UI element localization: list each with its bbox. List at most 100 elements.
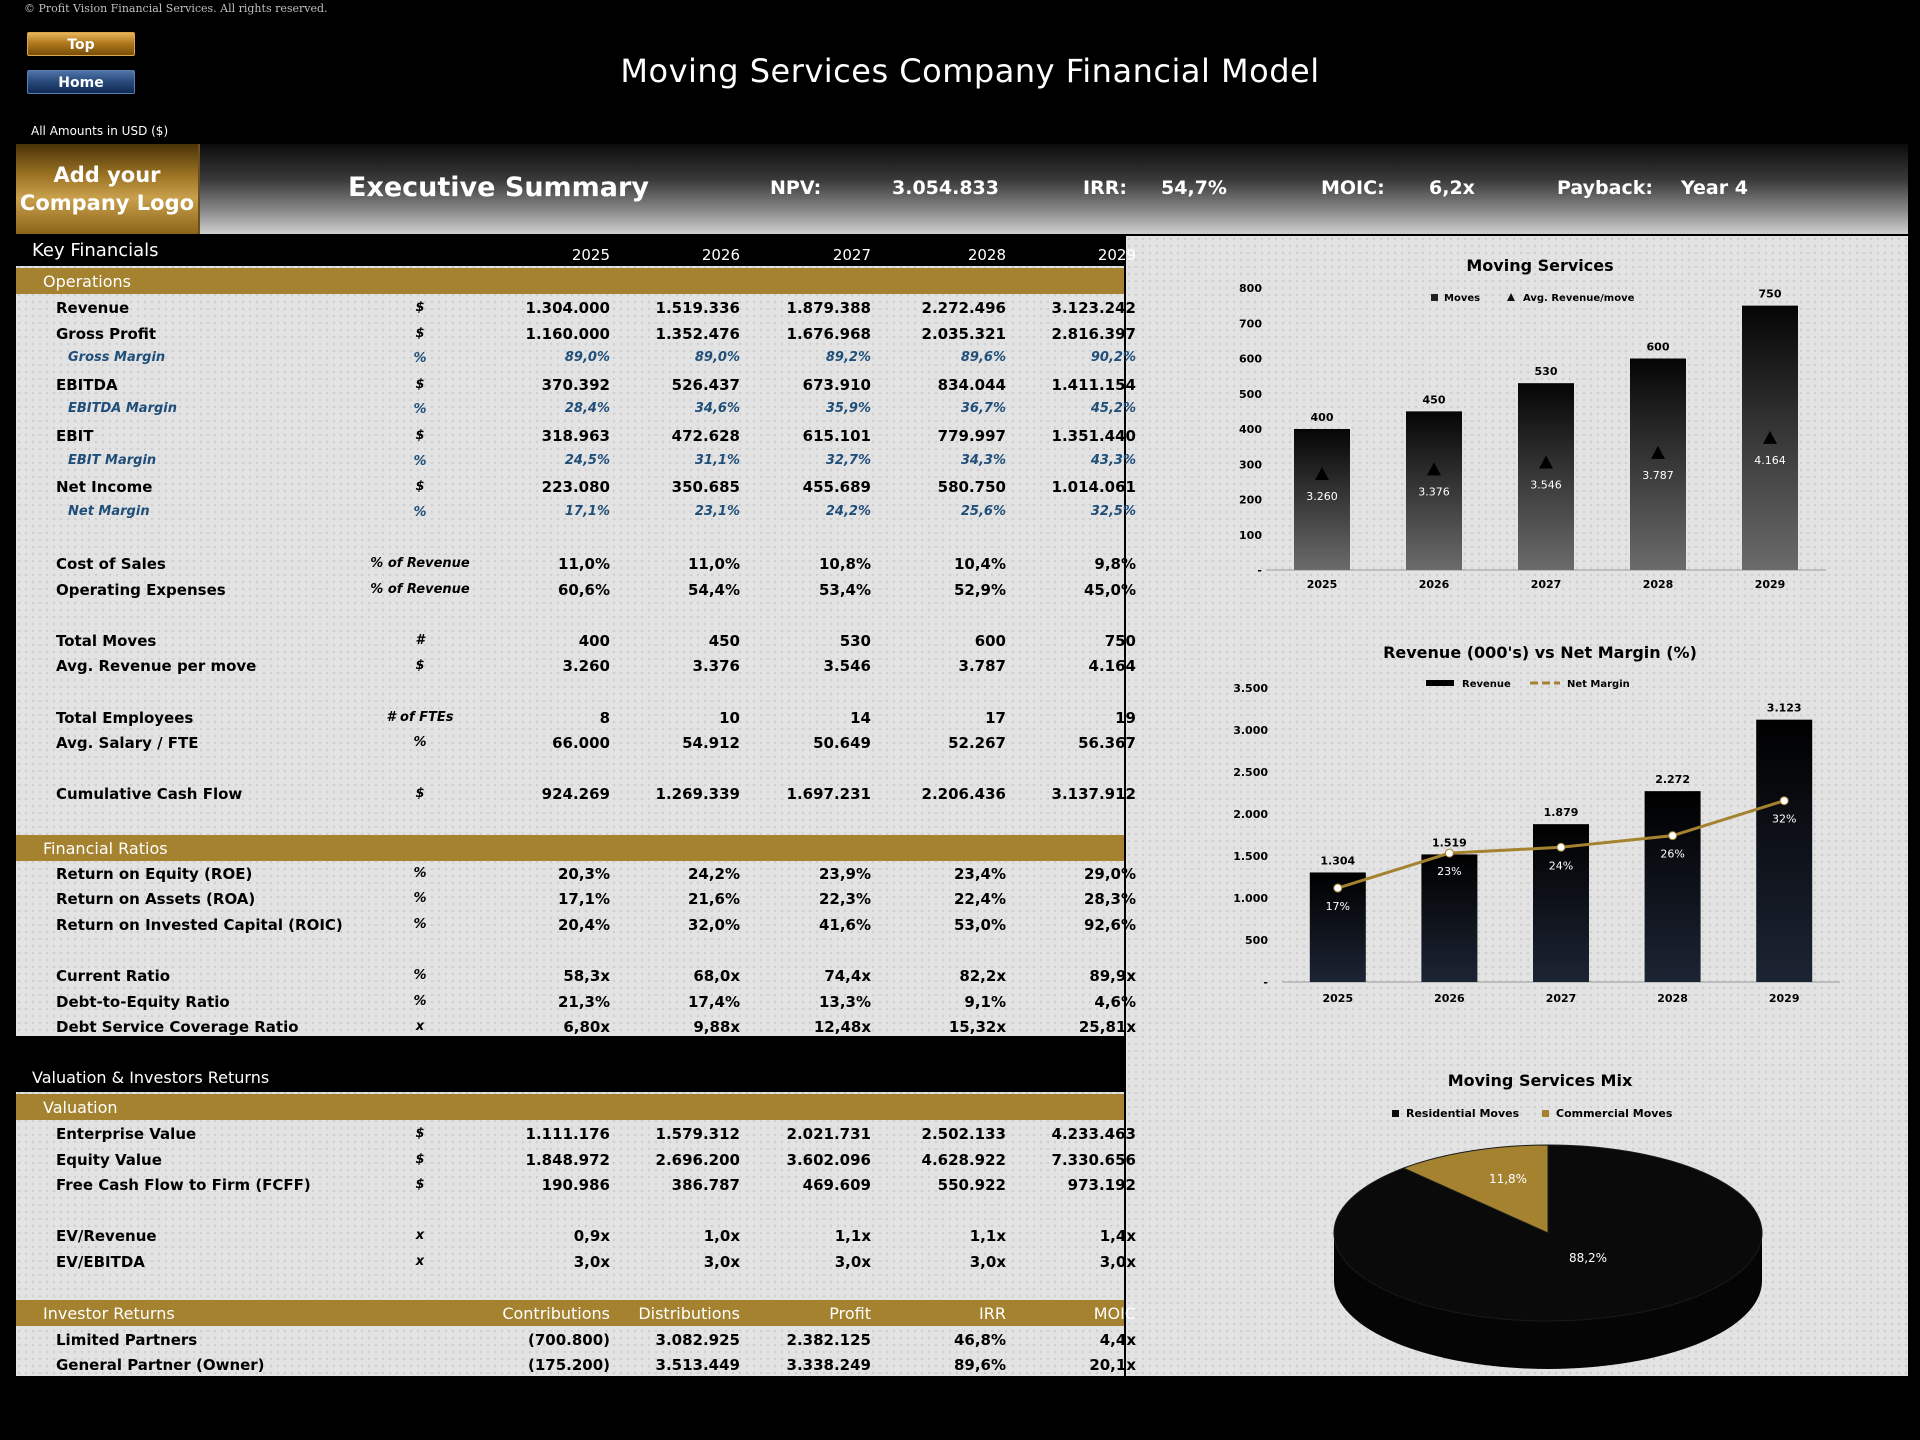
row-value: 10,8% (818, 555, 871, 573)
row-value: 36,7% (960, 401, 1006, 417)
y-tick-label: 300 (1239, 458, 1262, 471)
row-label: Debt Service Coverage Ratio (56, 1018, 299, 1037)
row-label: General Partner (Owner) (56, 1356, 265, 1374)
table-row: Limited Partners (700.800) 3.082.925 2.382.… (16, 1327, 1136, 1353)
row-value: 17,4% (687, 992, 740, 1011)
row-value: 22,3% (818, 890, 871, 909)
moic-value: 6,2x (1429, 177, 1475, 199)
row-label: Operating Expenses (56, 580, 226, 599)
company-logo-placeholder[interactable]: Add your Company Logo (16, 144, 200, 234)
row-unit: # (415, 632, 425, 648)
row-value: 89,9x (1089, 967, 1136, 985)
table-row: Equity Value $1.848.972 2.696.200 3.602.096… (16, 1147, 1136, 1173)
row-value: 28,4% (564, 401, 610, 417)
row-unit: % of Revenue (370, 581, 470, 597)
y-tick-label: 2.500 (1233, 766, 1268, 779)
table-row: Revenue $1.304.000 1.519.336 1.879.388 2.272… (16, 295, 1136, 321)
avg-revenue-marker (1763, 430, 1777, 444)
row-value: 3.123.242 (1051, 299, 1136, 317)
row-value: 22,4% (953, 890, 1006, 909)
row-value: 1.111.176 (525, 1125, 610, 1143)
row-value: 53,0% (953, 915, 1006, 934)
net-margin-label: 24% (1549, 859, 1573, 872)
row-value: 3,0x (1099, 1253, 1136, 1271)
row-value: 43,3% (1090, 452, 1136, 468)
year-header: 2029 (1097, 246, 1136, 264)
row-unit: % (413, 865, 427, 881)
row-unit: $ (415, 1126, 425, 1141)
operations-section: Operations (16, 268, 1124, 294)
bar-moves (1630, 358, 1686, 570)
pie-depth (1334, 1233, 1762, 1369)
row-value: 82,2x (959, 967, 1006, 985)
row-unit: % (413, 351, 427, 367)
row-value: 3.513.449 (655, 1356, 740, 1374)
bar-label-moves: 400 (1311, 411, 1334, 424)
row-value: 4.164 (1088, 657, 1136, 676)
row-label: Cost of Sales (56, 555, 166, 573)
avg-revenue-label: 3.260 (1306, 490, 1338, 503)
legend-commercial: Commercial Moves (1556, 1107, 1673, 1120)
valuation-title: Valuation & Investors Returns (32, 1068, 270, 1087)
row-value: 580.750 (937, 478, 1006, 497)
row-value: 89,6% (953, 1356, 1006, 1374)
row-value: 13,3% (818, 992, 871, 1011)
row-unit: # of FTEs (386, 709, 454, 725)
legend-moves-swatch (1431, 294, 1438, 301)
avg-revenue-marker (1651, 445, 1665, 459)
row-label: Limited Partners (56, 1331, 198, 1349)
top-button[interactable]: Top (27, 32, 135, 56)
table-row: EBITDA $370.392 526.437 673.910 834.044 1.411… (16, 372, 1136, 398)
row-value: 34,6% (694, 401, 740, 417)
row-label: EBITDA Margin (68, 401, 178, 417)
row-value: 4.233.463 (1051, 1125, 1136, 1143)
investor-returns-label: Investor Returns (43, 1304, 175, 1323)
x-tick-label: 2026 (1434, 992, 1465, 1005)
x-tick-label: 2027 (1531, 578, 1562, 591)
home-button[interactable]: Home (27, 70, 135, 94)
y-tick-label: 3.000 (1233, 724, 1268, 737)
row-value: 1,4x (1099, 1227, 1136, 1246)
row-value: 1.848.972 (525, 1150, 610, 1169)
row-label: Gross Profit (56, 324, 157, 343)
revenue-margin-chart: 3.500 3.000 2.500 2.000 1.500 1.000 500 - Revenu… (1233, 679, 1840, 1005)
row-value: 455.689 (802, 478, 871, 497)
row-value: 3.338.249 (786, 1356, 871, 1374)
row-value: 2.382.125 (786, 1331, 871, 1349)
row-value: 2.816.397 (1051, 324, 1136, 343)
row-unit: x (415, 1228, 425, 1244)
avg-revenue-label: 4.164 (1754, 454, 1786, 467)
row-value: 20,3% (557, 864, 610, 883)
row-value: 3.376 (692, 657, 740, 676)
row-value: 89,0% (694, 350, 740, 366)
x-tick-label: 2028 (1643, 578, 1674, 591)
table-row: Total Employees # of FTEs 8 10 14 17 19 (16, 705, 1136, 731)
y-tick-label: 200 (1239, 494, 1262, 507)
row-value: 24,2% (825, 503, 871, 519)
bar-revenue (1756, 719, 1813, 982)
row-value: 3.602.096 (786, 1150, 871, 1169)
y-tick-label: 600 (1239, 353, 1262, 366)
row-value: 32,0% (687, 915, 740, 934)
payback-value: Year 4 (1681, 177, 1748, 199)
net-margin-label: 32% (1772, 813, 1796, 826)
row-value: 52.267 (948, 734, 1006, 753)
net-margin-point (1333, 883, 1343, 893)
bar-revenue (1421, 854, 1478, 982)
net-margin-point (1779, 796, 1789, 806)
row-value: 21,3% (557, 992, 610, 1011)
row-value: 2.206.436 (921, 785, 1006, 804)
row-value: 3.137.912 (1051, 785, 1136, 804)
row-value: 11,0% (557, 555, 610, 573)
table-row: General Partner (Owner) (175.200) 3.513.44… (16, 1352, 1136, 1378)
row-value: 400 (578, 631, 610, 650)
table-row: Gross Margin% 89,0% 89,0% 89,2% 89,6% 90,2% (16, 346, 1136, 372)
row-label: Total Moves (56, 631, 157, 650)
net-margin-label: 26% (1660, 848, 1684, 861)
logo-line-2: Company Logo (19, 191, 195, 215)
table-row: EBITDA Margin% 28,4% 34,6% 35,9% 36,7% 45,2% (16, 397, 1136, 423)
row-value: 20,1x (1089, 1356, 1136, 1374)
table-row: Net Margin% 17,1% 23,1% 24,2% 25,6% 32,5% (16, 500, 1136, 526)
bar-moves (1294, 429, 1350, 570)
row-value: 1.411.154 (1051, 375, 1136, 394)
